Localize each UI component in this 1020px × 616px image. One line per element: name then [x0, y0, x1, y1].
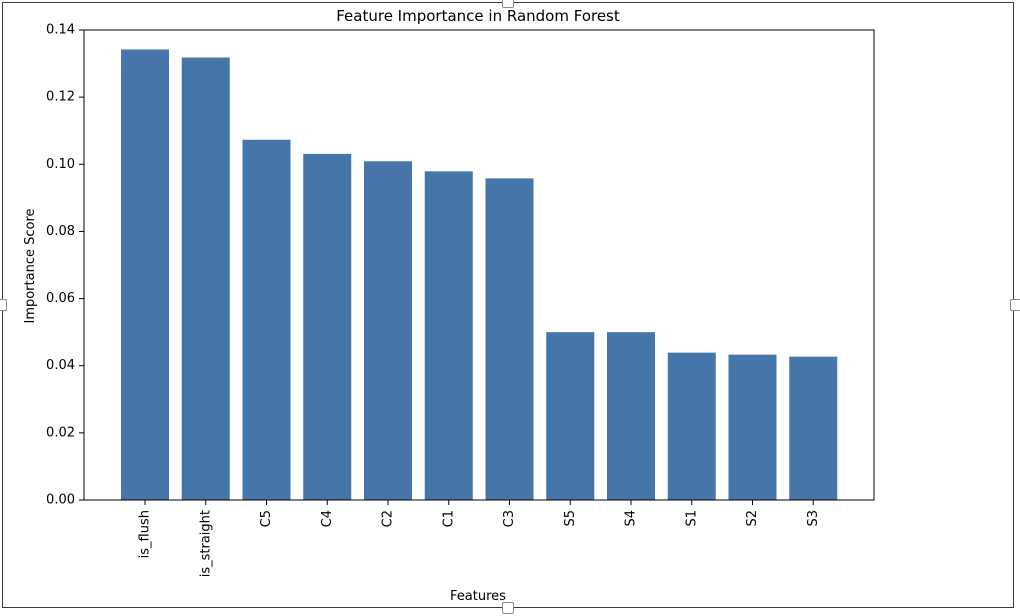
x-tick-label: S5	[563, 510, 578, 527]
x-tick-label: C5	[259, 510, 274, 527]
bar-S3	[789, 356, 838, 500]
bar-C3	[485, 178, 534, 500]
bar-S5	[546, 332, 595, 500]
y-axis-label: Importance Score	[23, 208, 38, 323]
y-tick-label: 0.10	[46, 157, 75, 172]
resize-handle-top[interactable]	[502, 0, 514, 8]
resize-handle-right[interactable]	[1010, 299, 1020, 311]
y-tick-label: 0.00	[46, 493, 75, 508]
x-axis: is_flush is_straight C5 C4 C2 C1 C3 S5 S4 S1 S2 S3	[138, 500, 821, 577]
y-tick-label: 0.12	[46, 90, 75, 105]
bar-S1	[667, 352, 716, 500]
x-tick-label: is_flush	[138, 510, 153, 558]
bar-C4	[303, 153, 352, 500]
x-axis-label: Features	[450, 589, 506, 604]
x-tick-label: is_straight	[198, 510, 213, 577]
y-tick-label: 0.14	[46, 23, 75, 38]
plot-area	[83, 29, 875, 501]
x-tick-label: C2	[381, 510, 396, 527]
bar-is_straight	[181, 57, 230, 501]
x-tick-label: S1	[684, 510, 699, 527]
bars	[121, 49, 838, 501]
x-tick-label: C4	[320, 510, 335, 527]
resize-handle-left[interactable]	[0, 299, 7, 311]
x-tick-label: S4	[624, 510, 639, 527]
x-tick-label: C1	[441, 510, 456, 527]
chart-title: Feature Importance in Random Forest	[336, 7, 620, 25]
y-axis: 0.00 0.02 0.04 0.06 0.08 0.10 0.12 0.14	[46, 23, 84, 508]
bar-S4	[607, 332, 655, 500]
bar-is_flush	[121, 49, 169, 500]
y-tick-label: 0.02	[46, 425, 75, 440]
y-tick-label: 0.08	[46, 224, 75, 239]
x-tick-label: C3	[502, 510, 517, 527]
bar-C2	[364, 161, 412, 500]
x-tick-label: S3	[806, 510, 821, 527]
bar-C1	[424, 171, 473, 501]
resize-handle-bottom[interactable]	[502, 602, 514, 614]
bar-C5	[242, 139, 291, 500]
y-tick-label: 0.06	[46, 291, 75, 306]
bar-S2	[728, 354, 777, 500]
x-tick-label: S2	[745, 510, 760, 527]
y-tick-label: 0.04	[46, 358, 75, 373]
